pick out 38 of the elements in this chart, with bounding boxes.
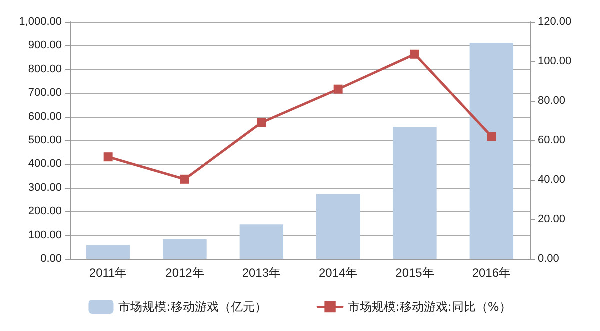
x-tick-label: 2014年 [318, 266, 358, 280]
y-tick-label: 0.00 [40, 253, 62, 265]
point [257, 118, 266, 128]
y-tick-label: 100.00 [28, 229, 62, 242]
bar [163, 239, 207, 259]
y2-tick-label: 0.00 [538, 253, 560, 265]
point [104, 152, 113, 162]
y2-tick-label: 120.00 [538, 16, 572, 28]
point [410, 50, 420, 59]
y-tick-label: 500.00 [28, 134, 62, 146]
y2-tick-label: 100.00 [538, 56, 572, 68]
y-tick-label: 200.00 [28, 206, 62, 218]
bar [470, 43, 514, 259]
x-tick-label: 2016年 [472, 266, 512, 280]
legend-label: 市场规模:移动游戏:同比（%） [348, 300, 512, 314]
y-tick-label: 800.00 [28, 63, 62, 76]
y2-tick-label: 40.00 [538, 174, 566, 186]
y-tick-label: 300.00 [28, 182, 62, 194]
y-tick-label: 400.00 [28, 158, 62, 170]
y2-tick-label: 60.00 [538, 134, 566, 146]
point [180, 174, 190, 184]
x-tick-label: 2011年 [89, 266, 128, 280]
y2-tick-label: 20.00 [538, 214, 566, 226]
legend-label: 市场规模:移动游戏（亿元） [118, 300, 267, 314]
y2-tick-label: 80.00 [538, 95, 566, 107]
bar [316, 194, 360, 259]
point [334, 84, 343, 94]
x-tick-label: 2015年 [396, 266, 434, 280]
x-tick-label: 2013年 [242, 266, 282, 280]
point [487, 132, 496, 142]
x-tick-label: 2012年 [166, 266, 204, 280]
y-tick-label: 600.00 [28, 110, 62, 123]
bar [240, 224, 284, 259]
y-tick-label: 900.00 [28, 40, 62, 52]
bar [393, 126, 437, 259]
y-tick-label: 700.00 [28, 87, 62, 100]
y-tick-label: 1,000.00 [19, 16, 62, 28]
bar [86, 245, 130, 259]
